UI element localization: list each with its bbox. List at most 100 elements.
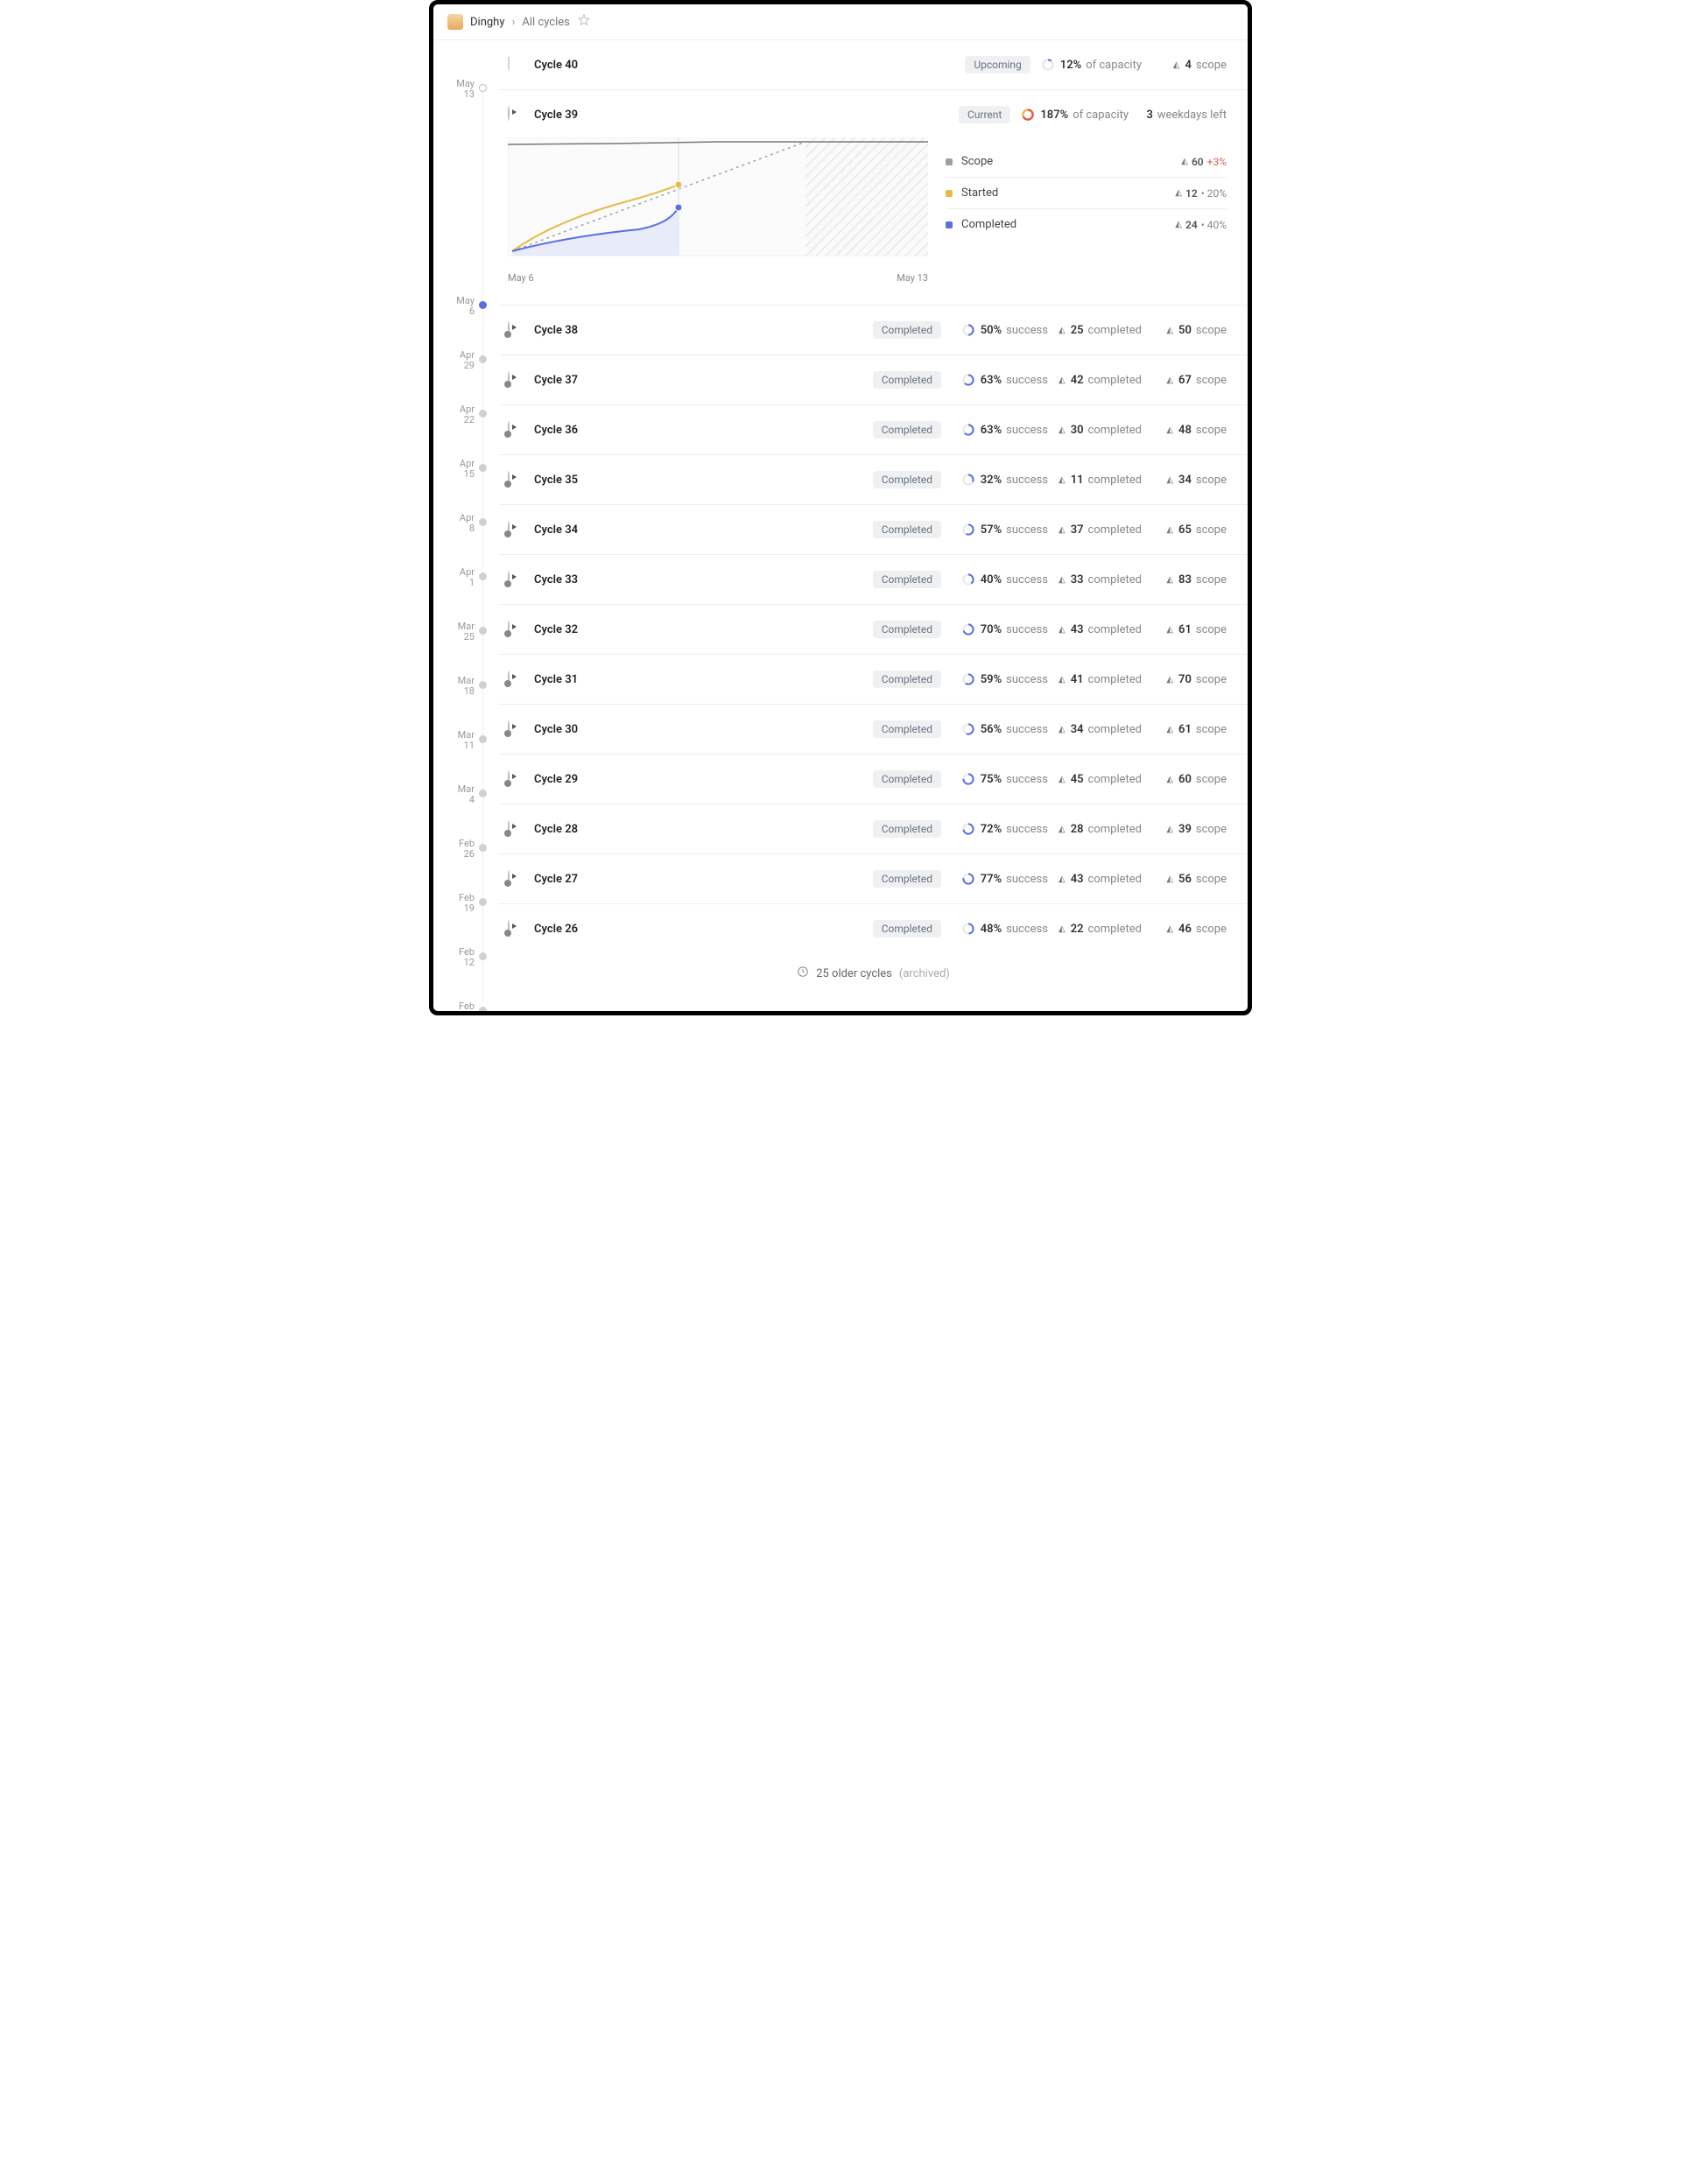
cycle-name: Cycle 26 bbox=[534, 923, 657, 936]
scope-label: scope bbox=[1196, 59, 1227, 72]
success-pct: 75% bbox=[981, 773, 1002, 786]
cycle-name: Cycle 40 bbox=[534, 59, 657, 72]
timeline-dot bbox=[479, 1007, 487, 1015]
star-icon[interactable] bbox=[577, 13, 591, 31]
completed-num: 30 bbox=[1071, 424, 1084, 437]
timeline-dot bbox=[479, 355, 487, 363]
clock-icon bbox=[797, 966, 809, 981]
cycle-name: Cycle 32 bbox=[534, 623, 657, 636]
scope-num: 61 bbox=[1178, 623, 1192, 636]
legend-swatch bbox=[946, 221, 953, 228]
cycle-row-completed[interactable]: Cycle 32Completed70% success◭43 complete… bbox=[499, 605, 1248, 655]
cycle-row-completed[interactable]: Cycle 28Completed72% success◭28 complete… bbox=[499, 804, 1248, 854]
timeline-date: Feb5 bbox=[440, 1001, 475, 1015]
scope-num: 39 bbox=[1178, 823, 1192, 836]
success-label: success bbox=[1006, 573, 1048, 586]
status-badge: Completed bbox=[873, 521, 941, 538]
timeline-dot bbox=[479, 301, 487, 309]
cycle-row-completed[interactable]: Cycle 33Completed40% success◭33 complete… bbox=[499, 555, 1248, 605]
cycle-name: Cycle 31 bbox=[534, 673, 657, 686]
cycle-row-completed[interactable]: Cycle 29Completed75% success◭45 complete… bbox=[499, 755, 1248, 804]
cycle-row-completed[interactable]: Cycle 27Completed77% success◭43 complete… bbox=[499, 854, 1248, 904]
scope-num: 67 bbox=[1178, 374, 1192, 387]
cycle-row-completed[interactable]: Cycle 35Completed32% success◭11 complete… bbox=[499, 455, 1248, 505]
success-pct: 63% bbox=[981, 424, 1002, 437]
completed-num: 25 bbox=[1071, 324, 1084, 337]
success-label: success bbox=[1006, 424, 1048, 437]
scope-icon: ◭ bbox=[1166, 874, 1173, 884]
legend-label: Completed bbox=[961, 218, 1175, 231]
cycle-row-completed[interactable]: Cycle 26Completed48% success◭22 complete… bbox=[499, 904, 1248, 953]
completed-label: completed bbox=[1088, 873, 1142, 886]
scope-num: 61 bbox=[1178, 723, 1192, 736]
status-badge: Completed bbox=[873, 870, 941, 888]
scope-label: scope bbox=[1196, 474, 1227, 487]
cycle-name: Cycle 36 bbox=[534, 424, 657, 437]
scope-icon: ◭ bbox=[1166, 525, 1173, 535]
scope-label: scope bbox=[1196, 823, 1227, 836]
completed-num: 11 bbox=[1071, 474, 1084, 487]
completed-num: 43 bbox=[1071, 623, 1084, 636]
success-pct: 48% bbox=[981, 923, 1002, 936]
timeline-date: May13 bbox=[440, 79, 475, 100]
archived-cycles-row[interactable]: 25 older cycles (archived) bbox=[499, 953, 1248, 994]
cycle-row-completed[interactable]: Cycle 37Completed63% success◭42 complete… bbox=[499, 355, 1248, 405]
cycle-completed-icon bbox=[508, 871, 524, 887]
timeline-dot bbox=[479, 627, 487, 635]
cycle-name: Cycle 30 bbox=[534, 723, 657, 736]
timeline-date: Apr1 bbox=[440, 567, 475, 588]
cycle-row-current[interactable]: Cycle 39 Current 187% of capacity bbox=[499, 90, 1248, 305]
timeline-date: Feb26 bbox=[440, 839, 475, 860]
cycle-completed-icon bbox=[508, 771, 524, 787]
cycle-row-completed[interactable]: Cycle 31Completed59% success◭41 complete… bbox=[499, 655, 1248, 705]
cycle-current-icon bbox=[508, 107, 524, 123]
chart-legend: Scope◭ 60 +3%Started◭ 12 • 20%Completed◭… bbox=[946, 137, 1227, 284]
scope-icon: ◭ bbox=[1166, 625, 1173, 635]
legend-swatch bbox=[946, 158, 953, 165]
completed-icon: ◭ bbox=[1059, 425, 1066, 435]
timeline-date: Apr15 bbox=[440, 459, 475, 480]
cycle-row-completed[interactable]: Cycle 34Completed57% success◭37 complete… bbox=[499, 505, 1248, 555]
completed-label: completed bbox=[1088, 623, 1142, 636]
status-badge: Completed bbox=[873, 920, 941, 938]
scope-icon: ◭ bbox=[1166, 825, 1173, 834]
capacity-label: of capacity bbox=[1086, 59, 1142, 72]
cycle-completed-icon bbox=[508, 671, 524, 687]
scope-icon: ◭ bbox=[1166, 675, 1173, 685]
scope-label: scope bbox=[1196, 523, 1227, 537]
scope-icon: ◭ bbox=[1166, 575, 1173, 585]
cycle-row-completed[interactable]: Cycle 36Completed63% success◭30 complete… bbox=[499, 405, 1248, 455]
legend-label: Scope bbox=[961, 155, 1181, 168]
cycle-name: Cycle 38 bbox=[534, 324, 657, 337]
cycle-row-completed[interactable]: Cycle 30Completed56% success◭34 complete… bbox=[499, 705, 1248, 755]
status-badge: Completed bbox=[873, 820, 941, 838]
success-ring-icon bbox=[961, 423, 975, 437]
cycle-row-completed[interactable]: Cycle 38Completed50% success◭25 complete… bbox=[499, 305, 1248, 355]
success-pct: 40% bbox=[981, 573, 1002, 586]
scope-icon: ◭ bbox=[1166, 376, 1173, 385]
chart-start-date: May 6 bbox=[508, 272, 534, 284]
completed-label: completed bbox=[1088, 673, 1142, 686]
breadcrumb-page[interactable]: All cycles bbox=[522, 16, 569, 29]
breadcrumb-project[interactable]: Dinghy bbox=[470, 16, 504, 29]
scope-num: 48 bbox=[1178, 424, 1192, 437]
cycle-name: Cycle 29 bbox=[534, 773, 657, 786]
scope-num: 50 bbox=[1178, 324, 1192, 337]
success-ring-icon bbox=[961, 323, 975, 337]
timeline-dot bbox=[479, 572, 487, 580]
completed-num: 43 bbox=[1071, 873, 1084, 886]
status-badge: Completed bbox=[873, 621, 941, 638]
completed-icon: ◭ bbox=[1059, 874, 1066, 884]
scope-label: scope bbox=[1196, 573, 1227, 586]
scope-label: scope bbox=[1196, 773, 1227, 786]
scope-label: scope bbox=[1196, 723, 1227, 736]
completed-num: 33 bbox=[1071, 573, 1084, 586]
completed-icon: ◭ bbox=[1059, 525, 1066, 535]
scope-icon: ◭ bbox=[1166, 475, 1173, 485]
scope-label: scope bbox=[1196, 374, 1227, 387]
cycle-row-upcoming[interactable]: Cycle 40 Upcoming 12% of capacity ◭ 4 sc… bbox=[499, 40, 1248, 90]
completed-label: completed bbox=[1088, 823, 1142, 836]
status-badge: Completed bbox=[873, 471, 941, 488]
scope-num: 60 bbox=[1178, 773, 1192, 786]
success-label: success bbox=[1006, 773, 1048, 786]
